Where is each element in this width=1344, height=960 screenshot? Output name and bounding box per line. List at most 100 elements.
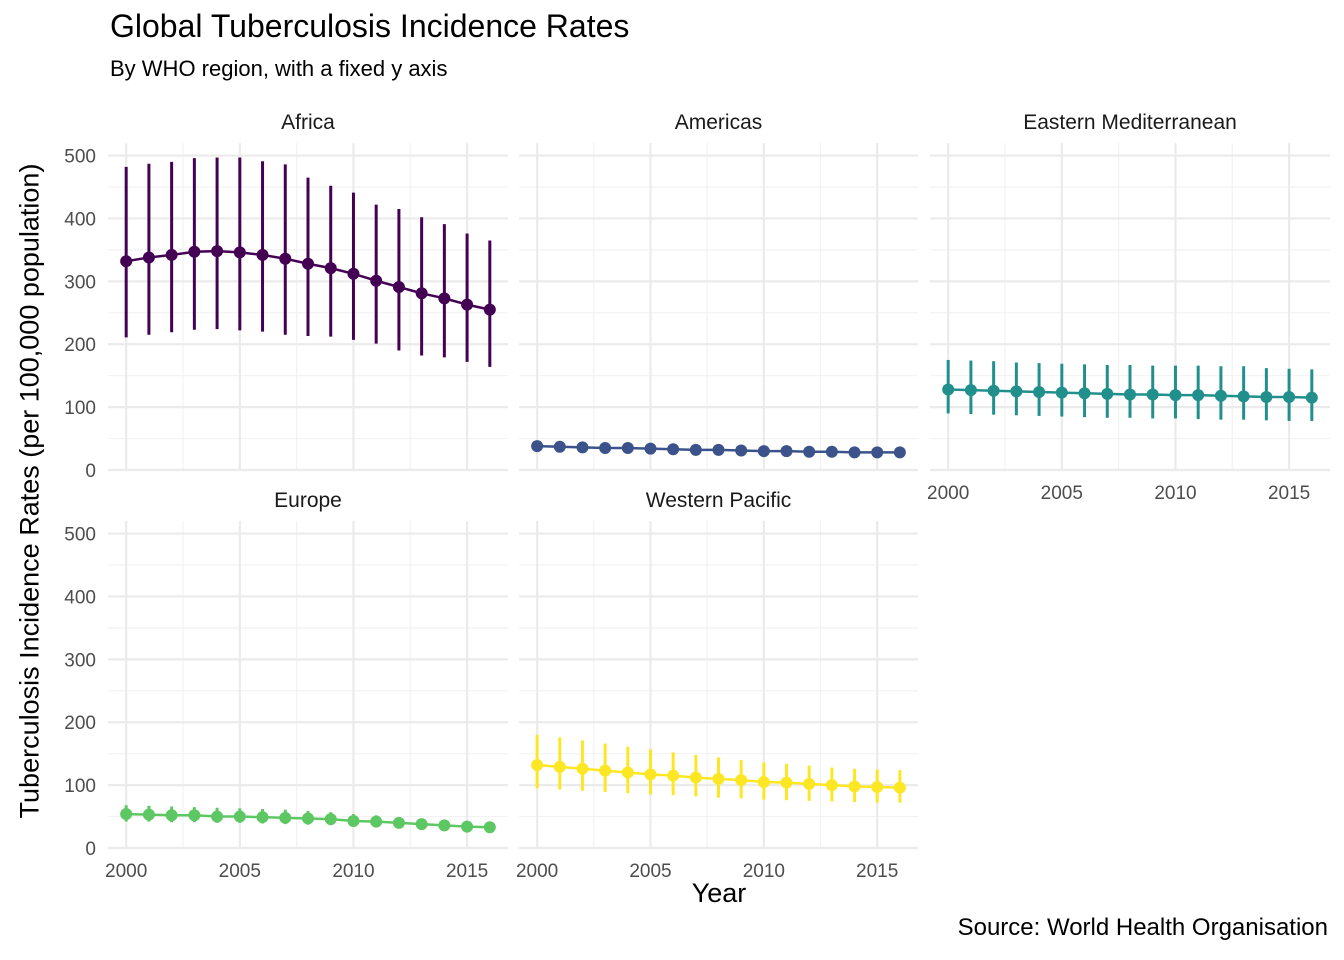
data-point-eastern-mediterranean	[1033, 386, 1046, 399]
data-point-europe	[256, 811, 269, 824]
data-point-africa	[392, 281, 405, 294]
data-point-eastern-mediterranean	[1055, 386, 1068, 399]
facet-label-americas: Americas	[675, 111, 763, 134]
data-point-africa	[370, 274, 383, 287]
data-point-africa	[120, 255, 133, 268]
data-point-americas	[621, 441, 634, 454]
x-tick-label: 2000	[105, 861, 147, 882]
data-point-europe	[188, 809, 201, 822]
data-point-americas	[553, 440, 566, 453]
data-point-western-pacific	[689, 771, 702, 784]
x-tick-label: 2005	[219, 861, 261, 882]
x-axis-label: Year	[691, 878, 747, 908]
data-point-western-pacific	[735, 774, 748, 787]
data-point-europe	[279, 811, 292, 824]
facet-label-africa: Africa	[281, 111, 335, 134]
y-tick-label: 400	[64, 209, 96, 230]
data-point-eastern-mediterranean	[1078, 387, 1091, 400]
data-point-western-pacific	[667, 769, 680, 782]
data-point-eastern-mediterranean	[1214, 389, 1227, 402]
data-point-americas	[735, 444, 748, 457]
data-point-africa	[347, 267, 360, 280]
data-point-americas	[893, 446, 906, 459]
x-tick-label: 2005	[629, 861, 671, 882]
panel-africa: Africa 0 100 200 300 400 500	[64, 111, 508, 482]
chart-subtitle: By WHO region, with a fixed y axis	[110, 56, 448, 81]
y-tick-label: 500	[64, 525, 96, 546]
data-point-eastern-mediterranean	[1237, 390, 1250, 403]
y-tick-label: 300	[64, 272, 96, 293]
panel-americas: Americas	[519, 111, 918, 472]
x-tick-label: 2000	[927, 483, 969, 504]
data-point-americas	[803, 445, 816, 458]
data-point-americas	[757, 445, 770, 458]
data-point-eastern-mediterranean	[964, 384, 977, 397]
panel-europe: Europe 0 100 200 300 400 500 2000 2005 2010 2015	[64, 489, 508, 882]
x-tick-label: 2005	[1041, 483, 1083, 504]
data-point-western-pacific	[757, 775, 770, 788]
y-tick-label: 100	[64, 776, 96, 797]
data-point-europe	[415, 818, 428, 831]
data-point-western-pacific	[531, 758, 544, 771]
facet-label-europe: Europe	[274, 489, 342, 512]
data-point-europe	[233, 810, 246, 823]
data-point-eastern-mediterranean	[942, 383, 955, 396]
data-point-africa	[461, 298, 474, 311]
y-tick-label: 100	[64, 398, 96, 419]
data-point-americas	[712, 443, 725, 456]
y-tick-label: 300	[64, 650, 96, 671]
data-point-eastern-mediterranean	[1192, 389, 1205, 402]
y-tick-label: 400	[64, 587, 96, 608]
facet-label-western-pacific: Western Pacific	[646, 489, 792, 512]
data-point-eastern-mediterranean	[1146, 388, 1159, 401]
data-point-americas	[825, 445, 838, 458]
data-point-eastern-mediterranean	[1260, 391, 1273, 404]
data-point-africa	[165, 248, 178, 261]
data-point-europe	[120, 808, 133, 821]
y-tick-label: 0	[85, 839, 96, 860]
data-point-europe	[370, 815, 383, 828]
data-point-americas	[689, 443, 702, 456]
data-point-europe	[302, 812, 314, 825]
data-point-africa	[483, 303, 496, 316]
x-tick-label: 2015	[1268, 483, 1310, 504]
data-point-europe	[347, 814, 360, 827]
data-point-western-pacific	[803, 777, 816, 790]
x-tick-label: 2000	[516, 861, 558, 882]
data-point-western-pacific	[825, 779, 838, 792]
panel-eastern-mediterranean: Eastern Mediterranean 2000 2005 2010 2015	[927, 111, 1330, 504]
data-point-americas	[531, 440, 544, 453]
data-point-africa	[188, 245, 201, 258]
data-point-europe	[211, 810, 224, 823]
data-point-western-pacific	[576, 762, 589, 775]
data-point-americas	[871, 446, 884, 459]
data-point-americas	[848, 446, 861, 459]
data-point-western-pacific	[599, 764, 612, 777]
y-tick-label: 500	[64, 147, 96, 168]
data-point-europe	[392, 816, 405, 829]
data-point-western-pacific	[553, 760, 566, 773]
data-point-europe	[324, 813, 337, 826]
data-point-western-pacific	[780, 776, 793, 789]
data-point-western-pacific	[712, 772, 725, 785]
data-point-africa	[142, 251, 155, 264]
facet-label-eastern-mediterranean: Eastern Mediterranean	[1023, 111, 1237, 134]
x-tick-label: 2010	[332, 861, 374, 882]
y-tick-label: 200	[64, 713, 96, 734]
data-point-europe	[461, 820, 474, 833]
data-point-americas	[780, 445, 793, 458]
x-tick-label: 2010	[743, 861, 785, 882]
x-tick-label: 2010	[1154, 483, 1196, 504]
data-point-eastern-mediterranean	[1169, 389, 1182, 402]
data-point-africa	[211, 245, 224, 258]
data-point-eastern-mediterranean	[1101, 387, 1114, 400]
data-point-africa	[233, 246, 246, 259]
data-point-europe	[483, 821, 496, 834]
data-point-americas	[576, 441, 589, 454]
data-point-western-pacific	[644, 768, 657, 781]
y-tick-label: 200	[64, 335, 96, 356]
data-point-europe	[165, 809, 178, 822]
data-point-eastern-mediterranean	[1305, 391, 1318, 404]
data-point-eastern-mediterranean	[1124, 388, 1136, 401]
